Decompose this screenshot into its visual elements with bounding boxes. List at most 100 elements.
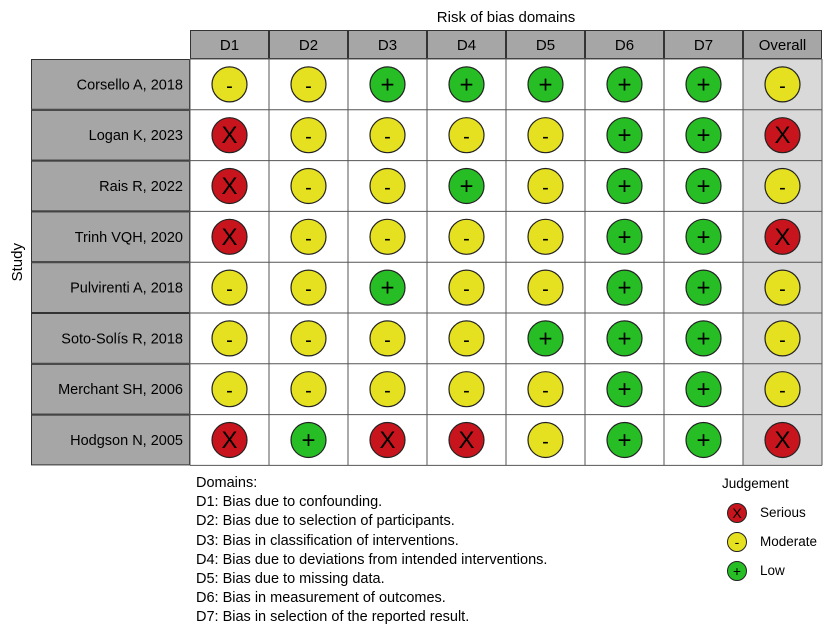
judgement-symbol-hodgson-n-2005-d1: X [221,427,237,454]
judgement-dot-serious-logan-k-2023-overall [764,117,801,154]
row-label-cell-pulvirenti-a-2018 [31,262,190,314]
judgement-symbol-corsello-a-2018-overall: - [779,75,786,97]
row-label-cell-soto-sol-s-r-2018 [31,313,190,364]
judgement-dot-serious-hodgson-n-2005-d3 [369,421,406,459]
legend-item-serious: X Serious [716,498,828,527]
judgement-symbol-soto-sol-s-r-2018-d5: + [538,325,552,352]
judgement-symbol-trinh-vqh-2020-d2: - [305,228,312,250]
judgement-symbol-rais-r-2022-overall: - [779,177,786,199]
risk-of-bias-traffic-light-plot: Risk of bias domains Study D1 D2 D3 D4 D5 D6 D7 O… [9,9,823,466]
judgement-symbol-pulvirenti-a-2018-d4: - [463,279,470,301]
judgement-symbol-soto-sol-s-r-2018-d6: + [617,325,631,352]
judgement-symbol-soto-sol-s-r-2018-d1: - [226,329,233,351]
judgement-symbol-corsello-a-2018-d3: + [380,71,394,98]
domains-key-item-d7: D7: Bias in selection of the reported re… [196,609,470,626]
judgement-dot-low-pulvirenti-a-2018-d6 [606,269,643,306]
judgement-dot-moderate-trinh-vqh-2020-d4 [448,218,485,255]
judgement-dot-low-trinh-vqh-2020-d6 [606,218,643,255]
moderate-symbol-icon: - [727,531,747,552]
judgement-symbol-soto-sol-s-r-2018-d3: - [384,329,391,351]
judgement-symbol-pulvirenti-a-2018-d7: + [696,275,710,302]
row-label-cell-merchant-sh-2006 [31,363,190,415]
judgement-dot-moderate-merchant-sh-2006-d4 [448,371,485,408]
judgement-dot-moderate-corsello-a-2018-d1 [211,66,248,103]
judgement-dot-low-corsello-a-2018-d3 [369,66,406,103]
column-header-d2 [269,30,348,59]
serious-symbol-icon: X [727,502,747,523]
judgement-dot-low-corsello-a-2018-d4 [448,66,485,103]
legend-label-low: Low [760,563,785,578]
judgement-dot-moderate-soto-sol-s-r-2018-d1 [211,320,248,357]
judgement-symbol-pulvirenti-a-2018-overall: - [779,279,786,301]
column-header-overall [743,30,822,59]
judgement-symbol-trinh-vqh-2020-d1: X [221,224,237,251]
judgement-symbol-logan-k-2023-d1: X [221,122,237,149]
judgement-symbol-soto-sol-s-r-2018-overall: - [779,329,786,351]
judgement-symbol-rais-r-2022-d5: - [542,177,549,199]
judgement-symbol-pulvirenti-a-2018-d2: - [305,279,312,301]
judgement-symbol-rais-r-2022-d2: - [305,177,312,199]
judgement-dot-low-soto-sol-s-r-2018-d7 [685,320,722,357]
row-label-soto-sol-s-r-2018: Soto-Solís R, 2018 [61,331,183,347]
judgement-dot-moderate-corsello-a-2018-overall [764,66,801,103]
judgement-symbol-rais-r-2022-d3: - [384,177,391,199]
judgement-symbol-corsello-a-2018-d1: - [226,75,233,97]
judgement-dot-low-corsello-a-2018-d6 [606,66,643,103]
judgement-symbol-soto-sol-s-r-2018-d2: - [305,329,312,351]
judgement-dot-serious-rais-r-2022-d1 [211,167,248,205]
judgement-dot-low-soto-sol-s-r-2018-d5 [527,320,564,357]
judgement-dot-low-merchant-sh-2006-d6 [606,371,643,408]
column-header-label-d5: D5 [536,37,555,54]
low-symbol-icon: + [727,560,747,581]
judgement-symbol-merchant-sh-2006-d3: - [384,380,391,402]
judgement-dot-serious-hodgson-n-2005-overall [764,421,801,459]
judgement-dot-low-rais-r-2022-d4 [448,167,485,205]
judgement-dot-moderate-rais-r-2022-d5 [527,167,564,205]
judgement-dot-low-rais-r-2022-d6 [606,167,643,205]
judgement-dot-moderate-merchant-sh-2006-d3 [369,371,406,408]
chart-title: Risk of bias domains [437,9,575,26]
row-label-hodgson-n-2005: Hodgson N, 2005 [70,433,183,449]
legend-item-low: + Low [716,556,828,585]
judgement-dot-low-rais-r-2022-d7 [685,167,722,205]
judgement-symbol-pulvirenti-a-2018-d3: + [380,275,394,302]
row-label-trinh-vqh-2020: Trinh VQH, 2020 [75,230,183,246]
judgement-symbol-pulvirenti-a-2018-d1: - [226,279,233,301]
judgement-dot-moderate-logan-k-2023-d3 [369,117,406,154]
column-header-label-d7: D7 [694,37,713,54]
judgement-symbol-logan-k-2023-d2: - [305,126,312,148]
judgement-symbol-rais-r-2022-d1: X [221,173,237,200]
judgement-dot-moderate-corsello-a-2018-d2 [290,66,327,103]
judgement-symbol-corsello-a-2018-d2: - [305,75,312,97]
judgement-dot-low-soto-sol-s-r-2018-d6 [606,320,643,357]
judgement-dot-low-merchant-sh-2006-d7 [685,371,722,408]
judgement-dot-moderate-pulvirenti-a-2018-overall [764,269,801,306]
judgement-symbol-merchant-sh-2006-d5: - [542,380,549,402]
judgement-dot-moderate-pulvirenti-a-2018-d4 [448,269,485,306]
row-label-cell-hodgson-n-2005 [31,414,190,466]
judgement-symbol-merchant-sh-2006-overall: - [779,380,786,402]
y-axis-label: Study [9,243,26,282]
judgement-symbol-trinh-vqh-2020-overall: X [774,224,790,251]
judgement-symbol-merchant-sh-2006-d6: + [617,376,631,403]
judgement-dot-moderate-pulvirenti-a-2018-d5 [527,269,564,306]
column-header-d1 [190,30,269,59]
judgement-symbol-soto-sol-s-r-2018-d4: - [463,329,470,351]
judgement-symbol-hodgson-n-2005-d2: + [301,427,315,454]
judgement-dot-moderate-trinh-vqh-2020-d2 [290,218,327,255]
judgement-symbol-hodgson-n-2005-d7: + [696,427,710,454]
domains-key-item-d6: D6: Bias in measurement of outcomes. [196,590,446,607]
judgement-symbol-rais-r-2022-d7: + [696,173,710,200]
judgement-symbol-logan-k-2023-d6: + [617,122,631,149]
judgement-symbol-merchant-sh-2006-d4: - [463,380,470,402]
judgement-dot-serious-trinh-vqh-2020-d1 [211,218,248,255]
domains-key-item-d2: D2: Bias due to selection of participant… [196,513,455,530]
judgement-dot-serious-trinh-vqh-2020-overall [764,218,801,255]
judgement-dot-moderate-pulvirenti-a-2018-d1 [211,269,248,306]
judgement-symbol-hodgson-n-2005-d4: X [458,427,474,454]
row-label-rais-r-2022: Rais R, 2022 [99,179,183,195]
row-label-cell-corsello-a-2018 [31,59,190,110]
legend-label-serious: Serious [760,505,806,520]
column-header-label-d1: D1 [220,37,239,54]
